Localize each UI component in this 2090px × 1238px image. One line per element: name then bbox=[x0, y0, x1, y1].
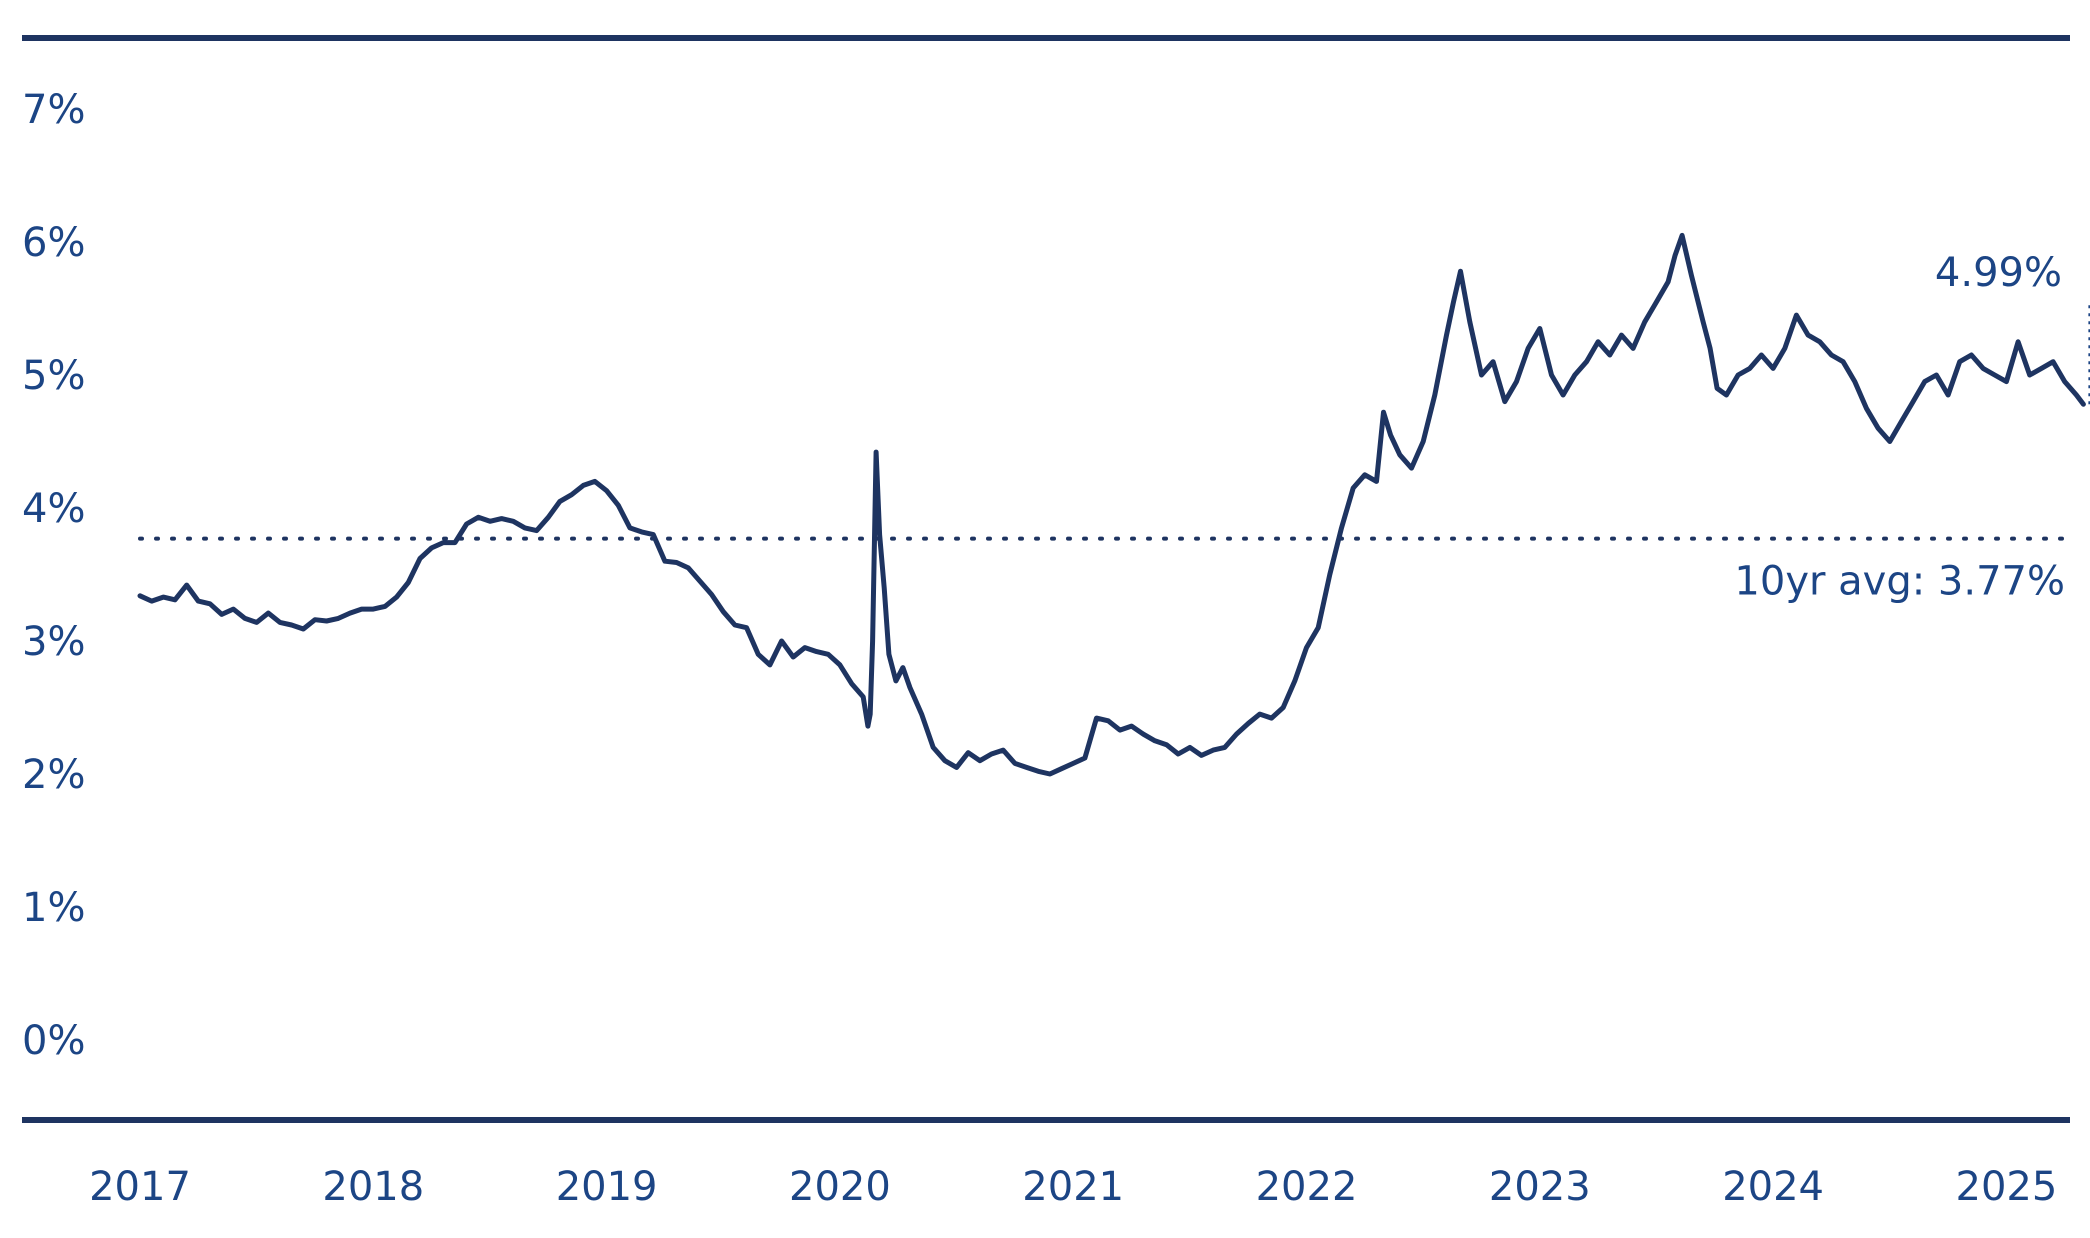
x-axis-tick-labels: 2017 2018 2019 2020 2021 2022 2023 2024 2025 bbox=[89, 1164, 2057, 1210]
y-tick-label: 7% bbox=[22, 87, 85, 133]
x-tick-label: 2020 bbox=[789, 1164, 891, 1210]
y-tick-label: 1% bbox=[22, 885, 85, 931]
x-tick-label: 2019 bbox=[556, 1164, 658, 1210]
x-tick-label: 2018 bbox=[322, 1164, 424, 1210]
x-tick-label: 2023 bbox=[1489, 1164, 1591, 1210]
x-tick-label: 2024 bbox=[1722, 1164, 1824, 1210]
y-tick-label: 3% bbox=[22, 619, 85, 665]
series-line-yield bbox=[137, 232, 2086, 777]
y-tick-label: 2% bbox=[22, 752, 85, 798]
x-tick-label: 2017 bbox=[89, 1164, 191, 1210]
y-tick-label: 0% bbox=[22, 1018, 85, 1064]
x-tick-label: 2025 bbox=[1956, 1164, 2058, 1210]
reference-line-label: 10yr avg: 3.77% bbox=[1734, 559, 2065, 605]
y-tick-label: 6% bbox=[22, 220, 85, 266]
x-tick-label: 2022 bbox=[1256, 1164, 1358, 1210]
y-axis-tick-labels: 0% 1% 2% 3% 4% 5% 6% 7% bbox=[22, 87, 85, 1064]
y-tick-label: 5% bbox=[22, 353, 85, 399]
x-tick-label: 2021 bbox=[1022, 1164, 1124, 1210]
last-value-label: 4.99% bbox=[1935, 250, 2062, 296]
y-tick-label: 4% bbox=[22, 486, 85, 532]
